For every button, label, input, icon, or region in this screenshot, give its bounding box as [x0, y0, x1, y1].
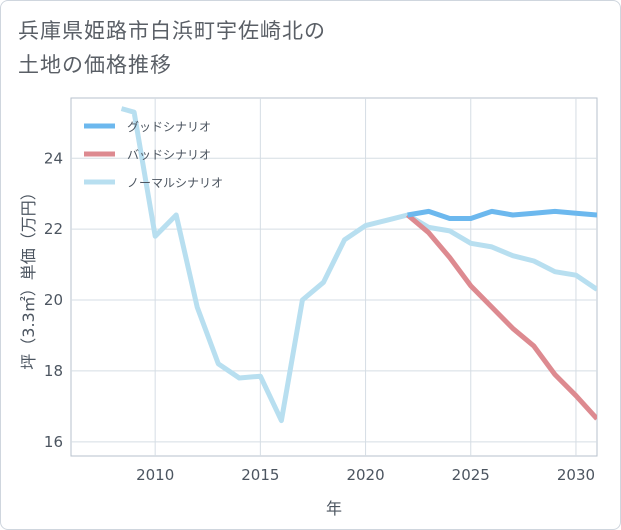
chart-title: 兵庫県姫路市白浜町宇佐崎北の 土地の価格推移 — [18, 19, 326, 77]
x-tick-2020: 2020 — [346, 466, 384, 484]
x-axis-label: 年 — [326, 499, 342, 518]
x-tick-2010: 2010 — [136, 466, 174, 484]
series-line-1 — [405, 213, 597, 421]
y-tick-18: 18 — [44, 362, 63, 380]
y-tick-20: 20 — [44, 291, 63, 309]
y-tick-16: 16 — [44, 433, 63, 451]
x-tick-2025: 2025 — [452, 466, 490, 484]
plot-area — [70, 97, 598, 457]
legend-label-2: ノーマルシナリオ — [127, 176, 223, 190]
y-tick-22: 22 — [44, 220, 63, 238]
legend-label-0: グッドシナリオ — [127, 120, 211, 134]
legend-label-1: バッドシナリオ — [127, 148, 211, 162]
y-axis-label: 坪（3.3㎡）単価（万円） — [19, 184, 38, 369]
series-line-0 — [407, 208, 597, 221]
y-tick-24: 24 — [44, 149, 63, 167]
x-tick-2015: 2015 — [241, 466, 279, 484]
series-line-2 — [120, 106, 597, 424]
x-tick-2030: 2030 — [557, 466, 595, 484]
